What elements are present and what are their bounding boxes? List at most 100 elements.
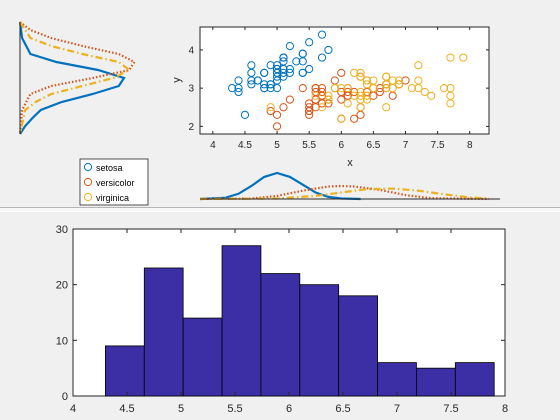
histogram-x-tick-label: 8 <box>502 403 508 415</box>
histogram-x-tick-label: 6.5 <box>335 403 350 415</box>
scatter-point-setosa <box>324 45 333 55</box>
scatter-point-setosa <box>285 42 295 51</box>
scatter-y-tick-label: 2 <box>188 122 194 133</box>
legend: setosa versicolor virginica <box>79 158 149 206</box>
scatter-point-setosa <box>279 72 288 81</box>
scatter-point-versicolor <box>350 87 359 97</box>
scatter-point-setosa <box>298 49 307 58</box>
scatter-point-versicolor <box>401 76 410 85</box>
histogram-y-tick-label: 10 <box>56 335 68 347</box>
scatter-point-versicolor <box>285 95 295 104</box>
scatter-y-tick-label: 3 <box>188 84 194 95</box>
scatter-point-setosa <box>234 87 243 97</box>
x-marginal-density <box>199 171 490 201</box>
legend-marker-versicolor <box>83 177 93 187</box>
histogram-bar <box>221 245 262 397</box>
histogram-bar <box>338 295 378 397</box>
scatter-point-setosa <box>305 38 314 47</box>
scatter-x-tick-label: 7 <box>403 140 409 151</box>
y-marginal-density <box>18 21 136 135</box>
histogram-x-tick-label: 6 <box>286 403 292 415</box>
scatter-point-versicolor <box>311 95 320 104</box>
scatter-point-virginica <box>356 72 365 81</box>
scatter-point-setosa <box>317 53 327 62</box>
scatter-point-virginica <box>324 95 333 104</box>
scatter-point-virginica <box>446 84 455 93</box>
y-density-curve-setosa <box>18 21 126 135</box>
scatter-point-setosa <box>279 68 288 77</box>
scatter-point-setosa <box>305 64 314 74</box>
scatter-point-setosa <box>234 76 243 85</box>
scatter-point-virginica <box>356 68 365 77</box>
histogram-y-tick-label: 0 <box>62 391 68 403</box>
histogram-y-tick-label: 20 <box>56 280 68 292</box>
scatter-x-tick-label: 8 <box>467 140 473 151</box>
scatter-point-virginica <box>446 53 455 62</box>
scatter-ylabel: y <box>171 77 183 83</box>
legend-marker-virginica <box>83 192 93 202</box>
scatter-point-setosa <box>292 57 301 66</box>
histogram-bar <box>105 345 145 397</box>
scatter-point-versicolor <box>343 87 352 97</box>
histogram-x-tick-label: 7.5 <box>443 403 458 415</box>
scatter-point-versicolor <box>337 68 346 77</box>
scatter-point-virginica <box>356 103 365 112</box>
scatter-point-versicolor <box>305 99 314 108</box>
histogram-bar <box>260 273 301 397</box>
scatter-point-virginica <box>420 87 429 97</box>
legend-label-versicolor: versicolor <box>96 178 135 188</box>
scatter-point-setosa <box>272 76 282 85</box>
scatter-point-versicolor <box>337 95 346 104</box>
histogram-x-tick-label: 4.5 <box>119 403 134 415</box>
scatter-x-tick-label: 6 <box>339 140 345 151</box>
scatter-point-virginica <box>414 84 423 93</box>
x-density-curve-setosa <box>199 171 361 201</box>
scatter-points <box>228 30 468 131</box>
scatter-point-virginica <box>407 84 417 93</box>
scatter-point-virginica <box>350 91 359 100</box>
scatter-point-versicolor <box>350 114 359 123</box>
scatter-point-virginica <box>382 103 391 112</box>
scatter-point-virginica <box>388 76 397 85</box>
scatter-point-versicolor <box>317 91 327 100</box>
scatter-point-setosa <box>260 84 269 93</box>
scatter-point-versicolor <box>279 103 288 112</box>
scatter-point-setosa <box>279 57 288 66</box>
panel-divider <box>0 207 560 212</box>
scatter-point-setosa <box>272 72 282 81</box>
scatter-ticks: 4 4.5 5 5.5 6 6.5 7 7.5 8 2 3 4 <box>188 27 489 151</box>
legend-marker-setosa <box>83 162 93 172</box>
scatter-x-tick-label: 5 <box>274 140 280 151</box>
scatter-point-setosa <box>298 68 307 77</box>
scatter-point-virginica <box>362 80 372 89</box>
histogram-x-tick-label: 7 <box>394 403 400 415</box>
histogram-bar <box>377 362 417 397</box>
scatter-point-versicolor <box>272 110 282 119</box>
scatter-point-virginica <box>394 80 404 89</box>
scatter-point-setosa <box>247 76 256 85</box>
scatter-point-virginica <box>362 91 372 100</box>
scatter-point-setosa <box>228 84 237 93</box>
scatter-point-virginica <box>343 84 352 93</box>
scatter-point-virginica <box>311 91 320 100</box>
scatter-point-versicolor <box>266 106 275 116</box>
scatter-x-tick-label: 7.5 <box>431 140 445 151</box>
scatter-point-virginica <box>356 91 365 100</box>
scatter-point-setosa <box>247 61 256 70</box>
scatter-point-virginica <box>337 84 346 93</box>
scatter-point-virginica <box>337 114 346 123</box>
scatter-xlabel: x <box>347 157 353 169</box>
scatter-point-setosa <box>253 76 262 85</box>
scatter-x-tick-label: 5.5 <box>302 140 316 151</box>
scatter-point-versicolor <box>272 122 282 131</box>
scatter-x-tick-label: 4.5 <box>238 140 252 151</box>
scatter-y-tick-label: 4 <box>188 45 194 56</box>
histogram-x-tick-label: 5 <box>178 403 184 415</box>
scatter-point-versicolor <box>305 103 314 112</box>
histogram-bar <box>454 362 495 397</box>
scatter-point-virginica <box>350 68 359 77</box>
scatter-point-setosa <box>317 30 327 39</box>
scatter-point-setosa <box>266 80 275 89</box>
scatter-point-virginica <box>317 103 327 112</box>
scatter-point-virginica <box>427 91 436 100</box>
